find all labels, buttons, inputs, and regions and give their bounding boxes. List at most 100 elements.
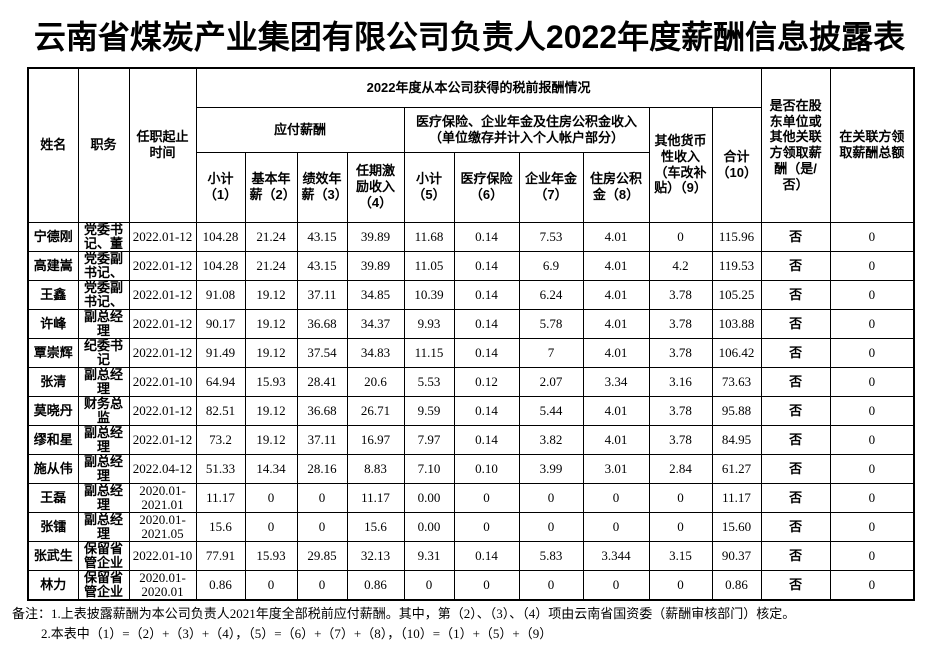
name-cell: 张镭 [27, 512, 79, 543]
subtotal-5-cell: 0 [403, 570, 455, 601]
other-income-9-cell: 2.84 [648, 453, 713, 485]
housing-fund-8-cell: 4.01 [582, 279, 650, 310]
housing-fund-8-cell: 4.01 [582, 308, 650, 339]
term-cell: 2022.04-12 [128, 453, 197, 485]
subtotal-1-cell: 104.28 [195, 250, 246, 281]
performance-salary-3-cell: 0 [296, 512, 348, 543]
performance-salary-3-cell: 37.54 [296, 337, 348, 368]
name-cell: 王鑫 [27, 279, 79, 310]
tenure-incentive-4-cell: 16.97 [346, 424, 405, 456]
medical-insurance-6-cell: 0.14 [453, 541, 520, 572]
related-total-cell: 0 [829, 308, 915, 339]
subtotal-5-cell: 9.59 [403, 395, 455, 426]
housing-fund-8-cell: 4.01 [582, 337, 650, 368]
medical-insurance-6-cell: 0.10 [453, 453, 520, 485]
header-name: 姓名 [27, 67, 79, 223]
total-10-cell: 15.60 [711, 512, 762, 543]
term-cell: 2022.01-12 [128, 424, 197, 456]
subtotal-1-cell: 82.51 [195, 395, 246, 426]
subtotal-1-cell: 104.28 [195, 221, 246, 252]
name-cell: 覃崇辉 [27, 337, 79, 368]
performance-salary-3-cell: 37.11 [296, 279, 348, 310]
tenure-incentive-4-cell: 34.83 [346, 337, 405, 368]
tenure-incentive-4-cell: 11.17 [346, 483, 405, 514]
subtotal-1-cell: 51.33 [195, 453, 246, 485]
tenure-incentive-4-cell: 32.13 [346, 541, 405, 572]
term-cell: 2020.01-2021.01 [128, 483, 197, 514]
subtotal-1-cell: 77.91 [195, 541, 246, 572]
header-total-10: 合计（10） [711, 106, 762, 223]
term-cell: 2022.01-12 [128, 308, 197, 339]
position-cell: 副总经理 [77, 424, 130, 456]
term-cell: 2020.01-2021.05 [128, 512, 197, 543]
other-income-9-cell: 3.16 [648, 366, 713, 397]
header-term: 任职起止时间 [128, 67, 197, 223]
subtotal-5-cell: 7.97 [403, 424, 455, 456]
related-total-cell: 0 [829, 453, 915, 485]
table-row: 缪和星 副总经理 2022.01-12 73.2 19.12 37.11 16.97 7.97… [27, 424, 915, 456]
term-cell: 2022.01-12 [128, 395, 197, 426]
total-10-cell: 95.88 [711, 395, 762, 426]
medical-insurance-6-cell: 0.14 [453, 279, 520, 310]
subtotal-5-cell: 0.00 [403, 512, 455, 543]
term-cell: 2022.01-12 [128, 337, 197, 368]
term-cell: 2022.01-12 [128, 250, 197, 281]
table-row: 宁德刚 党委书记、董 2022.01-12 104.28 21.24 43.15 39.89… [27, 221, 915, 252]
header-housing-fund-8: 住房公积金（8） [582, 151, 650, 223]
enterprise-annuity-7-cell: 7.53 [518, 221, 584, 252]
enterprise-annuity-7-cell: 0 [518, 570, 584, 601]
enterprise-annuity-7-cell: 3.82 [518, 424, 584, 456]
related-total-cell: 0 [829, 424, 915, 456]
housing-fund-8-cell: 4.01 [582, 221, 650, 252]
related-pay-cell: 否 [760, 221, 831, 252]
performance-salary-3-cell: 0 [296, 570, 348, 601]
position-cell: 副总经理 [77, 512, 130, 543]
position-cell: 党委书记、董 [77, 221, 130, 252]
total-10-cell: 84.95 [711, 424, 762, 456]
other-income-9-cell: 0 [648, 221, 713, 252]
performance-salary-3-cell: 36.68 [296, 308, 348, 339]
related-pay-cell: 否 [760, 395, 831, 426]
base-salary-2-cell: 15.93 [244, 366, 298, 397]
total-10-cell: 105.25 [711, 279, 762, 310]
table-row: 张镭 副总经理 2020.01-2021.05 15.6 0 0 15.6 0.00 0 0 0 0 1… [27, 512, 915, 543]
medical-insurance-6-cell: 0.12 [453, 366, 520, 397]
total-10-cell: 103.88 [711, 308, 762, 339]
total-10-cell: 73.63 [711, 366, 762, 397]
performance-salary-3-cell: 43.15 [296, 221, 348, 252]
related-total-cell: 0 [829, 279, 915, 310]
housing-fund-8-cell: 3.01 [582, 453, 650, 485]
subtotal-5-cell: 11.15 [403, 337, 455, 368]
tenure-incentive-4-cell: 0.86 [346, 570, 405, 601]
tenure-incentive-4-cell: 20.6 [346, 366, 405, 397]
table-row: 许峰 副总经理 2022.01-12 90.17 19.12 36.68 34.37 9.93… [27, 308, 915, 339]
base-salary-2-cell: 19.12 [244, 337, 298, 368]
related-pay-cell: 否 [760, 308, 831, 339]
table-header: 姓名 职务 任职起止时间 2022年度从本公司获得的税前报酬情况 是否在股东单位… [27, 67, 915, 223]
enterprise-annuity-7-cell: 7 [518, 337, 584, 368]
total-10-cell: 90.37 [711, 541, 762, 572]
other-income-9-cell: 3.78 [648, 308, 713, 339]
base-salary-2-cell: 15.93 [244, 541, 298, 572]
table-row: 王鑫 党委副书记、 2022.01-12 91.08 19.12 37.11 34.85 10… [27, 279, 915, 310]
related-pay-cell: 否 [760, 483, 831, 514]
related-total-cell: 0 [829, 366, 915, 397]
tenure-incentive-4-cell: 26.71 [346, 395, 405, 426]
enterprise-annuity-7-cell: 5.44 [518, 395, 584, 426]
medical-insurance-6-cell: 0 [453, 512, 520, 543]
medical-insurance-6-cell: 0.14 [453, 308, 520, 339]
position-cell: 纪委书记 [77, 337, 130, 368]
header-subtotal-5: 小计（5） [403, 151, 455, 223]
enterprise-annuity-7-cell: 6.9 [518, 250, 584, 281]
related-pay-cell: 否 [760, 541, 831, 572]
related-total-cell: 0 [829, 395, 915, 426]
footnote-1: 备注：1.上表披露薪酬为本公司负责人2021年度全部税前应付薪酬。其中，第（2）… [12, 606, 796, 622]
related-pay-cell: 否 [760, 424, 831, 456]
housing-fund-8-cell: 0 [582, 512, 650, 543]
subtotal-5-cell: 7.10 [403, 453, 455, 485]
base-salary-2-cell: 19.12 [244, 424, 298, 456]
tenure-incentive-4-cell: 8.83 [346, 453, 405, 485]
other-income-9-cell: 3.78 [648, 395, 713, 426]
enterprise-annuity-7-cell: 0 [518, 483, 584, 514]
header-base-salary-2: 基本年薪（2） [244, 151, 298, 223]
